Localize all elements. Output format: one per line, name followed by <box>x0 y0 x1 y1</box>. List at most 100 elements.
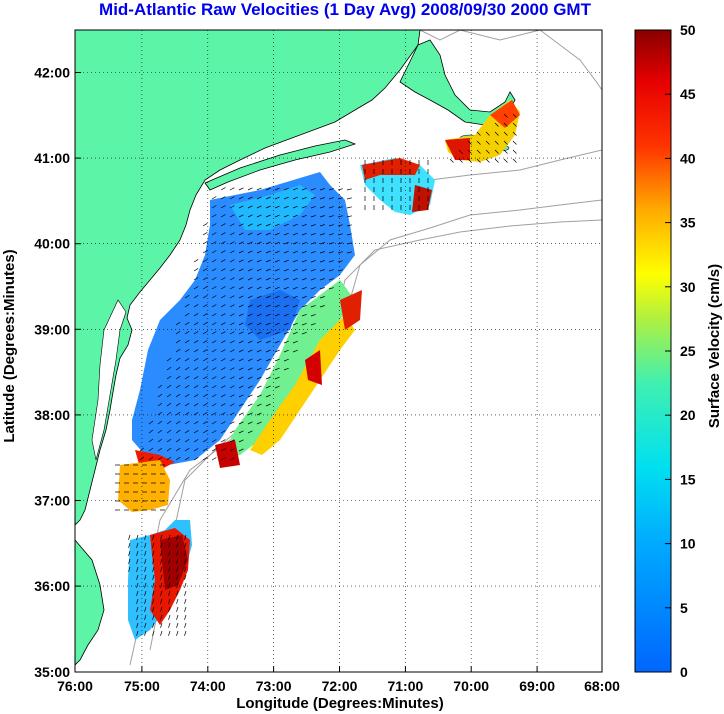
velocity-arrow <box>202 421 208 425</box>
velocity-arrow <box>256 286 262 290</box>
velocity-arrow <box>283 313 289 317</box>
velocity-arrow <box>168 582 171 588</box>
velocity-arrow <box>202 250 208 254</box>
velocity-arrow <box>265 187 271 191</box>
velocity-arrow <box>247 250 253 254</box>
velocity-arrow <box>310 233 316 236</box>
velocity-arrow <box>256 412 262 416</box>
velocity-arrow <box>458 158 463 163</box>
velocity-arrow <box>247 322 253 326</box>
velocity-arrow <box>220 412 226 416</box>
velocity-arrow <box>283 349 289 353</box>
colorbar-tick-label: 30 <box>680 279 696 295</box>
velocity-arrow <box>238 322 244 326</box>
velocity-arrow <box>184 403 190 407</box>
velocity-arrow <box>292 205 298 209</box>
velocity-arrow <box>220 214 226 218</box>
velocity-arrow <box>229 358 235 362</box>
velocity-arrow <box>175 393 181 398</box>
velocity-arrow <box>184 590 187 596</box>
velocity-arrow <box>202 412 208 416</box>
velocity-arrow <box>256 403 262 407</box>
velocity-arrow <box>265 250 271 254</box>
velocity-arrow <box>184 295 190 299</box>
velocity-arrow <box>184 367 190 371</box>
velocity-arrow <box>247 259 253 263</box>
velocity-arrow <box>168 598 171 604</box>
velocity-arrow <box>229 196 235 200</box>
velocity-arrow <box>211 295 217 299</box>
colorbar-tick-label: 5 <box>680 600 688 616</box>
y-tick-label: 35:00 <box>34 664 70 680</box>
velocity-arrow <box>346 188 352 191</box>
velocity-arrow <box>184 606 187 612</box>
velocity-arrow <box>175 438 181 443</box>
velocity-arrow <box>247 358 253 362</box>
velocity-arrow <box>157 420 163 425</box>
velocity-arrow <box>256 331 262 335</box>
velocity-arrow <box>319 296 325 299</box>
velocity-arrow <box>157 447 163 452</box>
velocity-arrow <box>136 566 139 572</box>
x-tick-label: 74:00 <box>190 678 226 694</box>
velocity-arrow <box>346 215 352 218</box>
velocity-arrow <box>283 205 289 209</box>
velocity-arrow <box>160 614 163 620</box>
velocity-arrow <box>166 447 172 452</box>
velocity-arrow <box>176 598 179 604</box>
velocity-arrow <box>168 614 171 620</box>
velocity-blockisland-red-2 <box>412 185 432 212</box>
cape-cod <box>399 39 516 126</box>
velocity-arrow <box>175 357 181 362</box>
velocity-arrow <box>202 349 208 353</box>
velocity-arrow <box>274 232 280 236</box>
velocity-edge-green <box>220 280 355 460</box>
velocity-arrow <box>128 558 131 564</box>
velocity-arrow <box>152 606 155 612</box>
velocity-arrow <box>283 295 289 299</box>
velocity-arrow <box>319 287 325 290</box>
velocity-arrow <box>256 340 262 344</box>
velocity-arrow <box>211 196 217 200</box>
velocity-arrow <box>337 251 343 254</box>
velocity-arrow <box>310 296 316 299</box>
velocity-arrow <box>247 223 253 227</box>
velocity-arrow <box>503 113 508 118</box>
velocity-arrow <box>211 205 217 209</box>
velocity-arrow <box>247 430 253 434</box>
velocity-arrow <box>229 367 235 371</box>
velocity-arrow <box>247 376 253 380</box>
velocity-arrow <box>220 295 226 299</box>
colorbar-tick-label: 40 <box>680 150 696 166</box>
velocity-arrow <box>148 420 154 425</box>
velocity-arrow <box>238 223 244 227</box>
velocity-arrow <box>220 376 226 380</box>
velocity-arrow <box>202 304 208 308</box>
velocity-arrow <box>229 232 235 236</box>
velocity-arrow <box>157 429 163 434</box>
velocity-arrow <box>211 232 217 236</box>
velocity-arrow <box>458 149 463 154</box>
velocity-arrow <box>175 456 181 461</box>
velocity-arrow <box>166 393 172 398</box>
velocity-arrow <box>265 241 271 245</box>
velocity-arrow <box>337 269 343 272</box>
x-tick-labels: 76:00 75:00 74:00 73:00 72:00 71:00 70:0… <box>57 678 620 694</box>
velocity-arrow <box>283 340 289 344</box>
velocity-arrow <box>247 403 253 407</box>
velocity-arrow <box>256 304 262 308</box>
velocity-arrow <box>310 188 316 191</box>
land-southern-coast <box>75 539 105 666</box>
velocity-arrow <box>211 430 217 434</box>
velocity-arrow <box>301 277 307 281</box>
velocity-arrow <box>193 259 199 263</box>
velocity-arrow <box>168 574 171 580</box>
velocity-arrow <box>229 214 235 218</box>
velocity-arrow <box>256 295 262 299</box>
velocity-arrow <box>175 366 181 371</box>
velocity-arrow <box>184 534 187 540</box>
velocity-arrow <box>211 367 217 371</box>
velocity-arrow <box>184 421 190 425</box>
velocity-arrow <box>256 232 262 236</box>
